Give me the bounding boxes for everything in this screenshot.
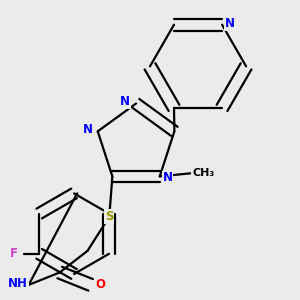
Text: CH₃: CH₃ — [192, 168, 214, 178]
Text: N: N — [83, 123, 93, 136]
Text: N: N — [120, 95, 130, 109]
Text: S: S — [105, 210, 113, 223]
Text: O: O — [95, 278, 105, 291]
Text: N: N — [225, 17, 235, 30]
Text: N: N — [163, 171, 172, 184]
Text: F: F — [11, 247, 18, 260]
Text: NH: NH — [8, 277, 28, 290]
